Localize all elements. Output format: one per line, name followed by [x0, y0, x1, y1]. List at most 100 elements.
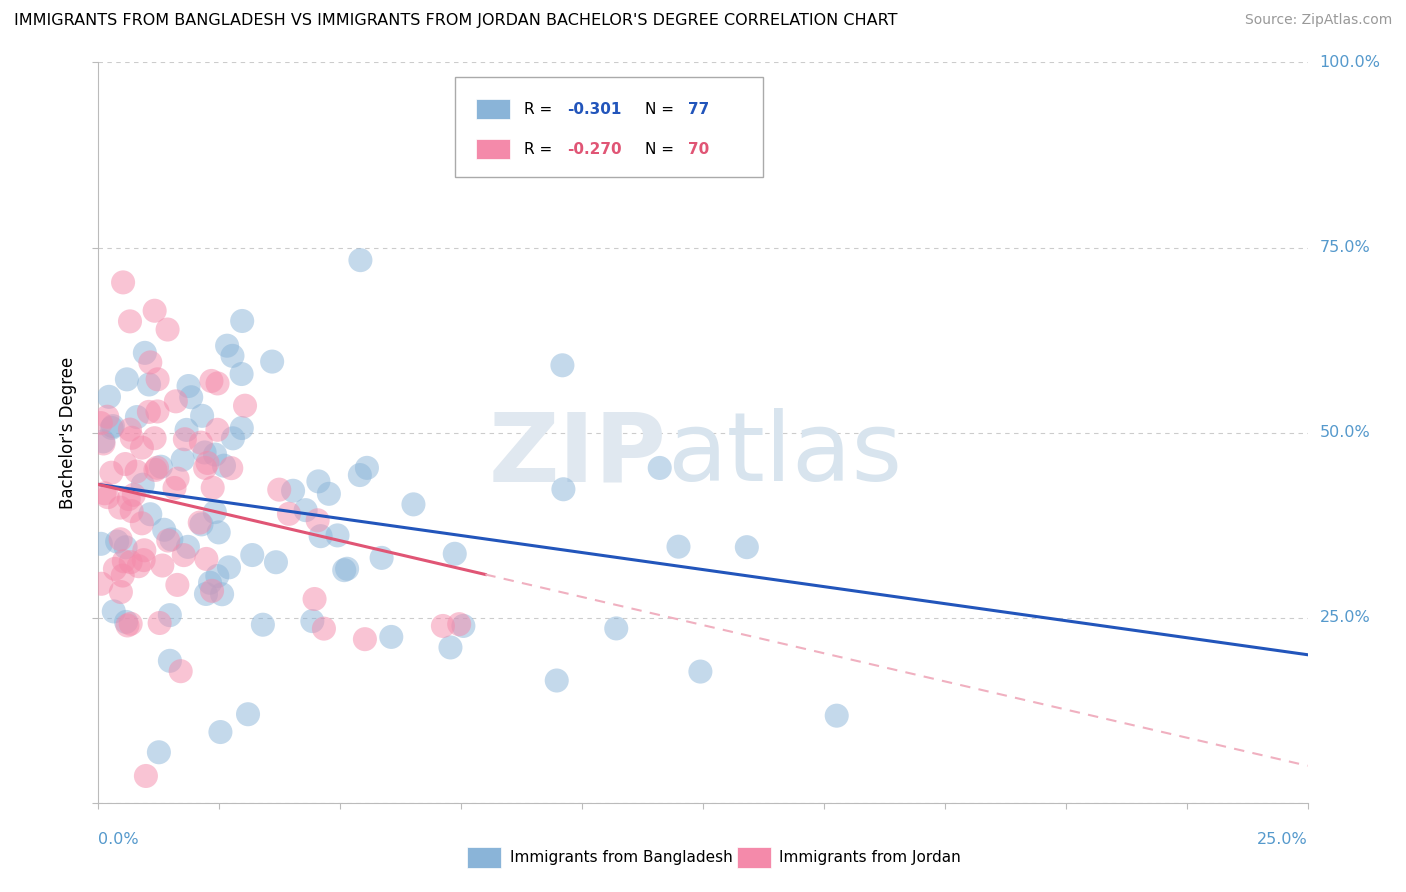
Jordan	[125, 465, 148, 479]
Bangladesh	[318, 487, 340, 501]
Bangladesh	[134, 346, 156, 360]
Bangladesh	[605, 622, 627, 636]
Bangladesh	[326, 528, 349, 542]
Bangladesh	[209, 725, 232, 739]
Bangladesh	[307, 475, 329, 489]
Bangladesh	[212, 458, 235, 473]
Jordan	[278, 507, 301, 521]
Jordan	[143, 431, 166, 445]
Bangladesh	[735, 540, 758, 554]
Text: 100.0%: 100.0%	[1320, 55, 1381, 70]
Text: 77: 77	[689, 102, 710, 117]
Bangladesh	[356, 460, 378, 475]
Jordan	[110, 533, 132, 547]
Text: Immigrants from Jordan: Immigrants from Jordan	[779, 850, 960, 865]
Jordan	[194, 461, 217, 475]
Bangladesh	[148, 745, 170, 759]
Bangladesh	[231, 367, 253, 381]
Jordan	[146, 404, 169, 418]
Jordan	[201, 583, 224, 598]
Jordan	[207, 376, 229, 391]
Bangladesh	[825, 708, 848, 723]
Bangladesh	[194, 587, 217, 601]
Bangladesh	[301, 614, 323, 628]
Jordan	[149, 615, 172, 630]
Text: atlas: atlas	[666, 409, 901, 501]
Jordan	[146, 460, 169, 475]
Jordan	[97, 490, 120, 504]
Y-axis label: Bachelor's Degree: Bachelor's Degree	[59, 357, 77, 508]
Jordan	[134, 543, 156, 558]
Bangladesh	[101, 419, 124, 434]
Text: ZIP: ZIP	[489, 409, 666, 501]
Jordan	[139, 355, 162, 369]
Bangladesh	[176, 423, 198, 437]
Bangladesh	[553, 483, 575, 497]
Jordan	[108, 500, 131, 515]
Jordan	[173, 432, 195, 446]
Text: 25.0%: 25.0%	[1257, 832, 1308, 847]
Jordan	[145, 463, 167, 477]
Bangladesh	[648, 461, 671, 475]
Bangladesh	[370, 550, 392, 565]
Text: 0.0%: 0.0%	[98, 832, 139, 847]
FancyBboxPatch shape	[456, 78, 763, 178]
Jordan	[163, 481, 186, 495]
Jordan	[90, 416, 112, 430]
Jordan	[143, 303, 166, 318]
Bangladesh	[281, 483, 304, 498]
Text: 75.0%: 75.0%	[1320, 240, 1371, 255]
Jordan	[190, 435, 212, 450]
Bangladesh	[172, 452, 194, 467]
Jordan	[96, 409, 118, 424]
Bangladesh	[689, 665, 711, 679]
Bangladesh	[105, 534, 128, 549]
Jordan	[121, 504, 143, 518]
Bangladesh	[91, 434, 114, 449]
Bangladesh	[139, 507, 162, 521]
Text: N =: N =	[645, 102, 679, 117]
Jordan	[432, 619, 454, 633]
Bangladesh	[668, 540, 690, 554]
Bangladesh	[240, 548, 263, 562]
Jordan	[201, 481, 224, 495]
Text: 50.0%: 50.0%	[1320, 425, 1371, 440]
Bangladesh	[90, 537, 112, 551]
Jordan	[110, 585, 132, 599]
Jordan	[93, 486, 115, 500]
Jordan	[111, 568, 134, 582]
Text: IMMIGRANTS FROM BANGLADESH VS IMMIGRANTS FROM JORDAN BACHELOR'S DEGREE CORRELATI: IMMIGRANTS FROM BANGLADESH VS IMMIGRANTS…	[14, 13, 897, 29]
Bangladesh	[100, 421, 122, 435]
Bangladesh	[198, 575, 221, 590]
Jordan	[112, 276, 135, 290]
Jordan	[118, 492, 141, 507]
Bangladesh	[207, 569, 229, 583]
Bangladesh	[194, 445, 217, 459]
Jordan	[118, 423, 141, 437]
Bangladesh	[204, 448, 226, 462]
Bangladesh	[190, 517, 212, 532]
Jordan	[131, 441, 153, 455]
Bangladesh	[380, 630, 402, 644]
Bangladesh	[103, 604, 125, 618]
Jordan	[449, 617, 471, 632]
Jordan	[200, 374, 222, 388]
Jordan	[104, 562, 127, 576]
FancyBboxPatch shape	[737, 847, 770, 868]
Bangladesh	[177, 540, 200, 554]
Text: -0.301: -0.301	[568, 102, 621, 117]
Jordan	[170, 664, 193, 678]
Text: 25.0%: 25.0%	[1320, 610, 1371, 625]
Bangladesh	[443, 547, 465, 561]
Bangladesh	[159, 608, 181, 623]
Jordan	[120, 616, 142, 631]
Jordan	[121, 431, 143, 445]
Bangladesh	[191, 409, 214, 423]
Bangladesh	[333, 563, 356, 577]
Bangladesh	[221, 349, 243, 363]
Bangladesh	[211, 587, 233, 601]
Jordan	[135, 769, 157, 783]
Bangladesh	[114, 541, 136, 555]
Jordan	[173, 548, 195, 562]
Bangladesh	[98, 390, 121, 404]
